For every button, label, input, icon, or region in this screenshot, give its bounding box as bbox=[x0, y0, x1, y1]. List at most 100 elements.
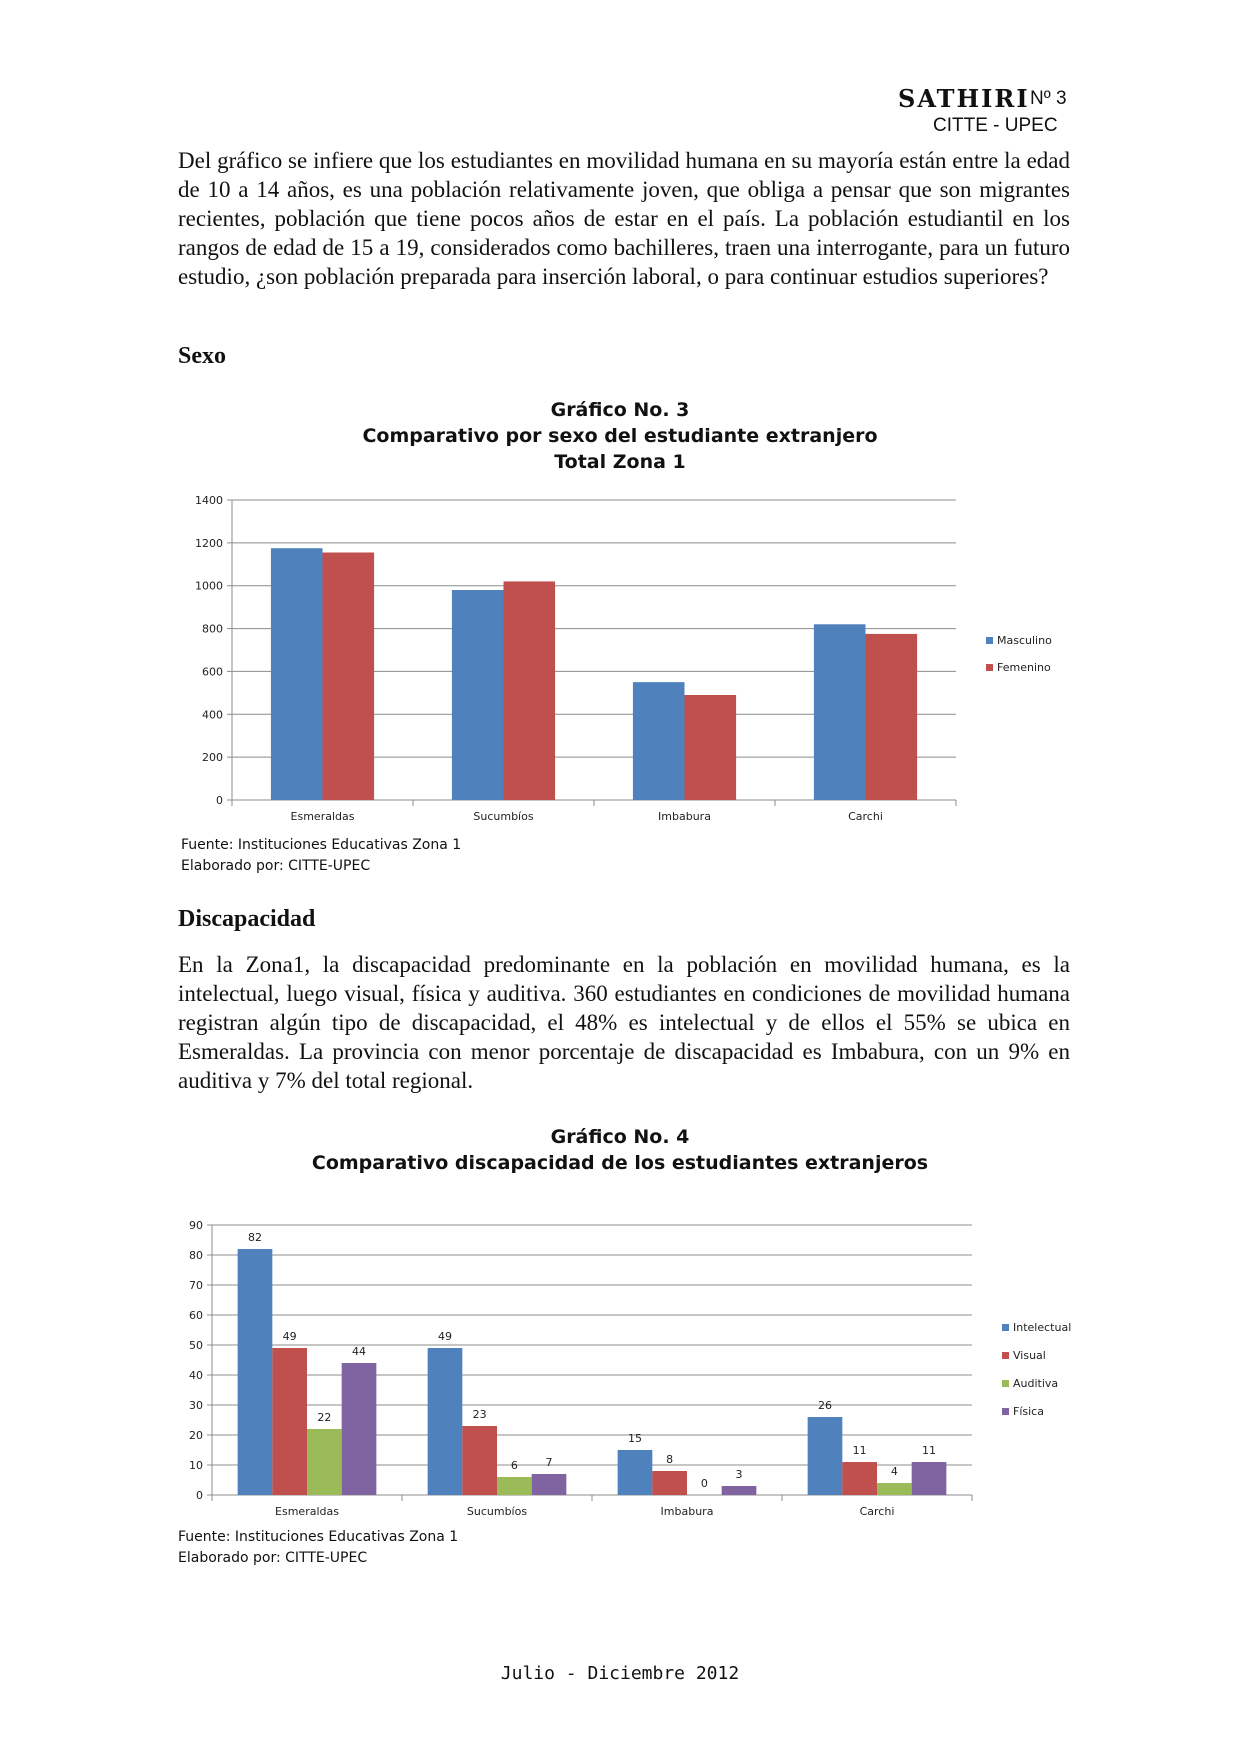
y-tick-label: 600 bbox=[202, 665, 223, 678]
x-tick-label: Sucumbíos bbox=[473, 810, 533, 823]
y-tick-label: 1400 bbox=[195, 494, 223, 507]
legend-entry: Física bbox=[1013, 1405, 1044, 1418]
y-tick-label: 40 bbox=[189, 1369, 203, 1382]
journal-title: SATHIRI bbox=[898, 84, 1030, 113]
data-label: 3 bbox=[736, 1468, 743, 1481]
x-tick-label: Carchi bbox=[848, 810, 883, 823]
discapacidad-paragraph: En la Zona1, la discapacidad predominant… bbox=[178, 952, 1070, 1093]
legend-entry: Visual bbox=[1013, 1349, 1046, 1362]
data-label: 4 bbox=[891, 1465, 898, 1478]
legend-swatch bbox=[986, 664, 993, 671]
x-tick-label: Carchi bbox=[860, 1505, 895, 1518]
y-tick-label: 0 bbox=[216, 794, 223, 807]
chart1-credit-line: Elaborado por: CITTE-UPEC bbox=[181, 858, 371, 874]
x-tick-label: Esmeraldas bbox=[291, 810, 355, 823]
chart1-source: Fuente: Instituciones Educativas Zona 1 … bbox=[181, 835, 461, 877]
bar bbox=[684, 695, 737, 800]
chart2-title-line2: Comparativo discapacidad de los estudian… bbox=[311, 1152, 929, 1174]
legend-swatch bbox=[1002, 1324, 1009, 1331]
legend-swatch bbox=[1002, 1352, 1009, 1359]
data-label: 7 bbox=[546, 1456, 553, 1469]
y-tick-label: 0 bbox=[196, 1489, 203, 1502]
data-label: 22 bbox=[317, 1411, 331, 1424]
data-label: 15 bbox=[628, 1432, 642, 1445]
bar bbox=[497, 1477, 532, 1495]
chart1-source-line: Fuente: Instituciones Educativas Zona 1 bbox=[181, 837, 462, 853]
bar bbox=[270, 548, 323, 800]
bar bbox=[341, 1363, 377, 1495]
bar bbox=[451, 590, 504, 800]
bar bbox=[632, 682, 685, 800]
y-tick-label: 1000 bbox=[195, 580, 223, 593]
y-tick-label: 10 bbox=[189, 1459, 203, 1472]
bar bbox=[322, 552, 375, 800]
bar bbox=[865, 633, 918, 800]
y-tick-label: 50 bbox=[189, 1339, 203, 1352]
y-tick-label: 400 bbox=[202, 708, 223, 721]
data-label: 82 bbox=[248, 1231, 262, 1244]
data-label: 26 bbox=[818, 1399, 832, 1412]
bar bbox=[503, 581, 556, 800]
data-label: 44 bbox=[352, 1345, 366, 1358]
chart2-source: Fuente: Instituciones Educativas Zona 1 … bbox=[178, 1527, 458, 1569]
data-label: 11 bbox=[853, 1444, 867, 1457]
intro-paragraph: Del gráfico se infiere que los estudiant… bbox=[178, 148, 1070, 289]
data-label: 11 bbox=[922, 1444, 936, 1457]
chart1-title: Gráfico No. 3 Comparativo por sexo del e… bbox=[0, 397, 1240, 475]
data-label: 8 bbox=[666, 1453, 673, 1466]
legend-entry: Masculino bbox=[997, 634, 1052, 647]
bar bbox=[237, 1249, 273, 1495]
bar bbox=[813, 624, 866, 800]
y-tick-label: 1200 bbox=[195, 537, 223, 550]
bar bbox=[842, 1462, 877, 1495]
heading-discapacidad: Discapacidad bbox=[178, 906, 316, 932]
bar bbox=[617, 1450, 653, 1495]
bar bbox=[877, 1483, 912, 1495]
page-footer: Julio - Diciembre 2012 bbox=[500, 1663, 740, 1684]
data-label: 23 bbox=[473, 1408, 487, 1421]
chart2-title-line1: Gráfico No. 4 bbox=[550, 1126, 690, 1148]
chart1-title-line2: Comparativo por sexo del estudiante extr… bbox=[362, 425, 878, 447]
bar bbox=[911, 1462, 947, 1495]
x-tick-label: Imbabura bbox=[658, 810, 711, 823]
heading-sexo: Sexo bbox=[178, 343, 226, 369]
bar bbox=[307, 1429, 342, 1495]
organization: CITTE - UPEC bbox=[933, 115, 1058, 136]
y-tick-label: 200 bbox=[202, 751, 223, 764]
y-tick-label: 20 bbox=[189, 1429, 203, 1442]
y-tick-label: 90 bbox=[189, 1219, 203, 1232]
y-tick-label: 800 bbox=[202, 623, 223, 636]
x-tick-label: Esmeraldas bbox=[275, 1505, 339, 1518]
chart2-credit-line: Elaborado por: CITTE-UPEC bbox=[178, 1550, 368, 1566]
bar bbox=[721, 1486, 757, 1495]
chart1-title-line1: Gráfico No. 3 bbox=[550, 399, 690, 421]
y-tick-label: 80 bbox=[189, 1249, 203, 1262]
data-label: 49 bbox=[438, 1330, 452, 1343]
legend-swatch bbox=[1002, 1380, 1009, 1387]
bar bbox=[462, 1426, 497, 1495]
y-tick-label: 70 bbox=[189, 1279, 203, 1292]
chart-sexo: 0 200 400 600 800 1000 1200 1400 Esmeraldas Sucum… bbox=[195, 494, 1052, 823]
bar bbox=[807, 1417, 843, 1495]
x-tick-label: Imbabura bbox=[661, 1505, 714, 1518]
legend-entry: Intelectual bbox=[1013, 1321, 1071, 1334]
chart-discapacidad: 0102030405060708090Esmeraldas82492244Suc… bbox=[189, 1219, 1071, 1518]
bar bbox=[272, 1348, 307, 1495]
data-label: 6 bbox=[511, 1459, 518, 1472]
y-tick-label: 60 bbox=[189, 1309, 203, 1322]
legend-swatch bbox=[1002, 1408, 1009, 1415]
y-tick-label: 30 bbox=[189, 1399, 203, 1412]
chart2-source-line: Fuente: Instituciones Educativas Zona 1 bbox=[178, 1529, 459, 1545]
data-label: 0 bbox=[701, 1477, 708, 1490]
data-label: 49 bbox=[283, 1330, 297, 1343]
issue-number: Nº 3 bbox=[1030, 88, 1067, 109]
chart1-title-line3: Total Zona 1 bbox=[554, 451, 686, 473]
bar bbox=[531, 1474, 567, 1495]
bar bbox=[427, 1348, 463, 1495]
legend-swatch bbox=[986, 637, 993, 644]
x-tick-label: Sucumbíos bbox=[467, 1505, 527, 1518]
legend-entry: Femenino bbox=[997, 661, 1051, 674]
legend-entry: Auditiva bbox=[1013, 1377, 1058, 1390]
bar bbox=[652, 1471, 687, 1495]
chart2-title: Gráfico No. 4 Comparativo discapacidad d… bbox=[0, 1124, 1240, 1176]
